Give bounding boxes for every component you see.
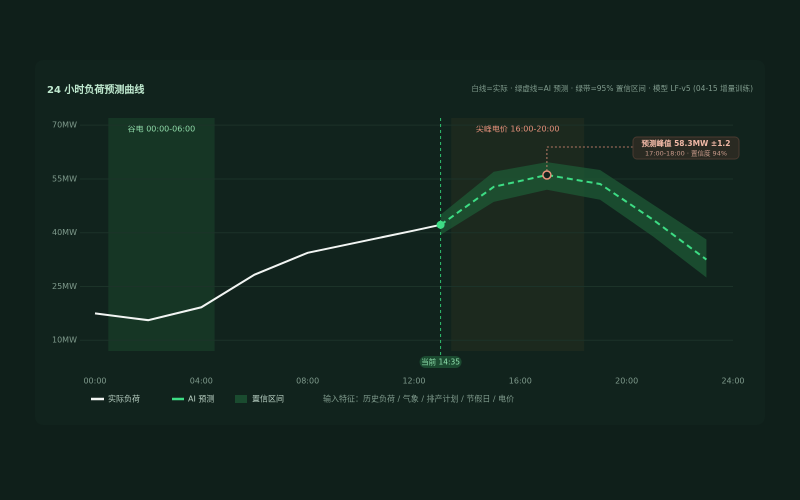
x-tick-label: 16:00 [509, 377, 532, 386]
annotation-connector [546, 146, 633, 175]
x-tick-label: 24:00 [721, 377, 744, 386]
confidence-band [440, 162, 707, 278]
y-tick-label: 70MW [52, 121, 77, 130]
region-label: 谷电 00:00-06:00 [128, 124, 196, 134]
x-tick-label: 20:00 [615, 377, 638, 386]
peak-marker [542, 170, 552, 180]
legend-label: 实际负荷 [108, 394, 140, 404]
annotation-detail: 17:00-18:00 · 置信度 94% [645, 149, 727, 158]
x-tick-label: 08:00 [296, 377, 319, 386]
y-tick-label: 10MW [52, 336, 77, 345]
annotation-title: 预测峰值 58.3MW ±1.2 [641, 138, 730, 148]
y-tick-label: 55MW [52, 174, 77, 183]
region [451, 118, 585, 351]
x-tick-label: 12:00 [402, 377, 425, 386]
x-tick-label: 04:00 [190, 377, 213, 386]
series-line [94, 223, 441, 322]
series-line [440, 173, 708, 261]
chart-title: 24 小时负荷预测曲线 [47, 83, 144, 96]
now-label: 当前 14:35 [421, 357, 460, 367]
region-label: 尖峰电价 16:00-20:00 [476, 124, 560, 134]
y-tick-label: 25MW [52, 282, 77, 291]
x-tick-label: 00:00 [83, 377, 106, 386]
features-note: 输入特征：历史负荷 / 气象 / 排产计划 / 节假日 / 电价 [323, 394, 514, 404]
region [108, 118, 215, 351]
annotation-box [632, 136, 740, 160]
legend-swatch [235, 395, 247, 403]
legend-label: 置信区间 [252, 394, 284, 404]
now-pill [419, 356, 462, 368]
chart-subtitle: 白线=实际 · 绿虚线=AI 预测 · 绿带=95% 置信区间 · 模型 LF-… [471, 83, 753, 93]
current-point [436, 220, 445, 229]
legend-label: AI 预测 [188, 394, 214, 404]
y-tick-label: 40MW [52, 228, 77, 237]
